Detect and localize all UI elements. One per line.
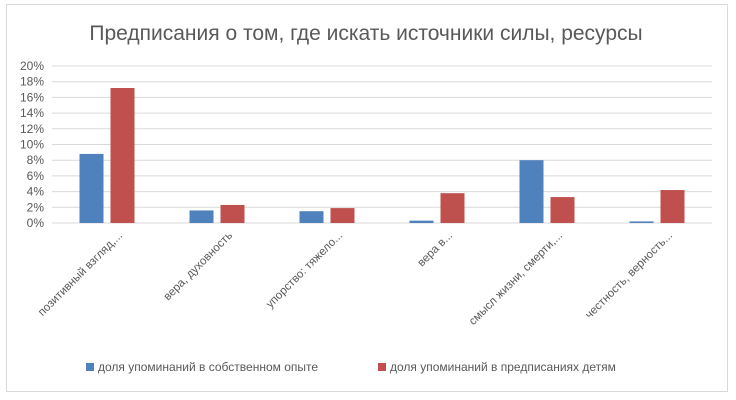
legend-label: доля упоминаний в собственном опыте <box>98 360 318 374</box>
chart-title: Предписания о том, где искать источники … <box>89 22 642 45</box>
bar-own-experience-2 <box>299 211 324 223</box>
legend: доля упоминаний в собственном опыте доля … <box>86 360 616 374</box>
x-category-label: позитивный взгляд,... <box>36 230 125 319</box>
bar-prescriptions-1 <box>220 204 245 223</box>
y-tick-label: 18% <box>20 75 44 89</box>
legend-label: доля упоминаний в предписаниях детям <box>390 360 616 374</box>
gridlines <box>52 65 712 224</box>
y-tick-label: 12% <box>20 122 44 136</box>
bar-prescriptions-3 <box>440 193 465 223</box>
x-category-label: честность, верность... <box>583 230 675 322</box>
y-tick-label: 10% <box>20 138 44 152</box>
bar-prescriptions-5 <box>660 190 685 223</box>
bar-prescriptions-0 <box>110 87 135 223</box>
y-tick-label: 14% <box>20 106 44 120</box>
y-tick-label: 2% <box>27 200 45 214</box>
bar-prescriptions-2 <box>330 208 355 223</box>
y-tick-label: 0% <box>27 216 45 230</box>
y-tick-label: 16% <box>20 90 44 104</box>
x-category-label: вера, духовность <box>162 230 235 303</box>
bar-own-experience-3 <box>409 220 434 223</box>
y-tick-label: 6% <box>27 169 45 183</box>
bar-own-experience-5 <box>629 221 654 223</box>
y-tick-label: 4% <box>27 185 45 199</box>
y-tick-label: 20% <box>20 59 44 73</box>
y-tick-label: 8% <box>27 153 45 167</box>
bar-own-experience-0 <box>79 153 104 223</box>
bar-own-experience-1 <box>189 210 214 223</box>
legend-swatch <box>378 363 386 371</box>
legend-swatch <box>86 363 94 371</box>
bar-prescriptions-4 <box>550 197 575 223</box>
bars <box>79 87 685 223</box>
x-category-label: вера в... <box>415 230 455 270</box>
x-category-label: смысл жизни, смерти,... <box>467 230 565 328</box>
bar-own-experience-4 <box>519 160 544 223</box>
x-axis-labels: позитивный взгляд,... вера, духовность упо… <box>36 230 675 328</box>
x-category-label: упорство: тяжело... <box>264 230 345 311</box>
y-axis-ticks: 0% 2%4% 6% 8%10% 12% 14% 16%18% 20% <box>20 59 44 230</box>
